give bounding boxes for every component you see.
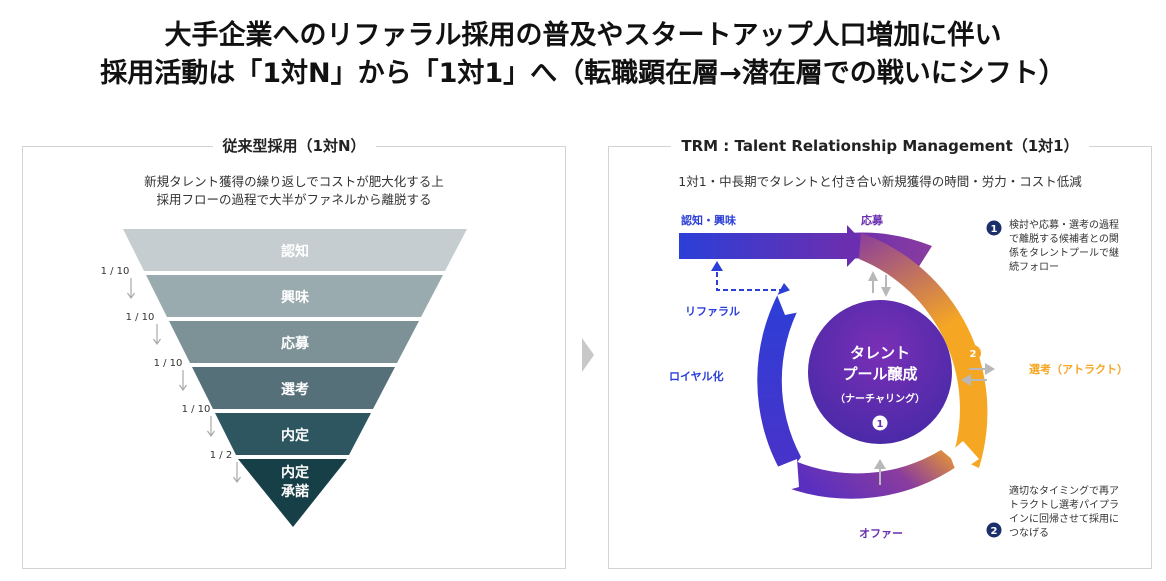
- stage-select: 選考（アトラクト）: [1029, 362, 1128, 376]
- funnel-label-apply: 応募: [281, 335, 310, 352]
- trm-cycle-diagram: タレント プール醸成 （ナーチャリング） 1 2 認知・興味 応募 選考（アトラ…: [669, 213, 1128, 540]
- note2-line2: トラクトし選考パイプラ: [1009, 500, 1119, 511]
- chevron-right-icon: [582, 338, 594, 372]
- arrowhead-to-apply: [847, 225, 867, 267]
- page-title-line1: 大手企業へのリファラル採用の普及やスタートアップ人口増加に伴い: [164, 20, 1002, 51]
- exchange-arrows-right: [961, 363, 995, 386]
- funnel-stage-awareness: [123, 229, 467, 271]
- funnel-ratio-2: 1 / 10: [126, 312, 155, 323]
- talent-pool-line2: プール醸成: [842, 365, 917, 383]
- funnel-label-offer: 内定: [281, 427, 309, 444]
- funnel-stage-select: [192, 367, 395, 409]
- funnel-label-awareness: 認知: [281, 243, 309, 260]
- funnel-stage-interest: [146, 275, 443, 317]
- cycle-band-right: [859, 233, 988, 468]
- page-title-line2: 採用活動は「1対N」から「1対1」へ（転職顕在層→潜在層での戦いにシフト）: [100, 58, 1066, 89]
- funnel-stage-accept: [238, 459, 347, 527]
- left-panel-desc-line2: 採用フローの過程で大半がファネルから離脱する: [156, 192, 432, 207]
- note1: 検討や応募・選考の過程 で離脱する候補者との関 係をタレントプールで継 続フォロ…: [1009, 219, 1119, 275]
- note1-line1: 検討や応募・選考の過程: [1009, 220, 1119, 231]
- note1-badge-text: 1: [991, 224, 998, 235]
- arc-badge-2-text: 2: [970, 349, 977, 360]
- cycle-band-bottom: [785, 450, 959, 499]
- recruiting-funnel: 認知 興味 応募 選考 内定 内定 承諾 1 / 10 1 / 10 1 / 1…: [101, 229, 467, 527]
- left-panel-desc-line1: 新規タレント獲得の繰り返しでコストが肥大化する上: [144, 174, 444, 189]
- funnel-label-select: 選考: [281, 381, 309, 398]
- stage-apply: 応募: [861, 213, 884, 227]
- talent-pool-circle: [808, 300, 952, 444]
- talent-pool-line3: （ナーチャリング）: [835, 392, 925, 405]
- cycle-band-left: [757, 283, 801, 479]
- funnel-label-interest: 興味: [281, 290, 309, 306]
- funnel-label-accept-line2: 承諾: [281, 483, 309, 500]
- stage-awareness: 認知・興味: [681, 213, 736, 227]
- note1-line2: で離脱する候補者との関: [1009, 234, 1119, 245]
- stage-referral: リファラル: [685, 305, 740, 318]
- funnel-ratio-4: 1 / 10: [182, 404, 211, 415]
- funnel-label-accept-line1: 内定: [281, 464, 309, 481]
- stage-offer: オファー: [859, 527, 903, 540]
- right-panel-desc: 1対1・中長期でタレントと付き合い新規獲得の時間・労力・コスト低減: [678, 174, 1082, 189]
- note2: 適切なタイミングで再ア トラクトし選考パイプラ インに回帰させて採用に つなげる: [1009, 485, 1119, 541]
- note1-line3: 係をタレントプールで継: [1009, 248, 1119, 259]
- note2-line4: つなげる: [1009, 528, 1049, 539]
- right-panel-title: TRM : Talent Relationship Management（1対1…: [671, 137, 1089, 155]
- arc-badge-2: [965, 345, 981, 361]
- funnel-stage-offer: [215, 413, 371, 455]
- note2-badge-text: 2: [991, 526, 998, 537]
- note2-line1: 適切なタイミングで再ア: [1009, 486, 1119, 497]
- stage-loyalty: ロイヤル化: [669, 369, 724, 383]
- note2-line3: インに回帰させて採用に: [1009, 514, 1119, 525]
- funnel-stage-apply: [169, 321, 419, 363]
- center-badge-1: [872, 415, 888, 431]
- funnel-ratio-3: 1 / 10: [154, 358, 183, 369]
- traditional-recruiting-panel: 従来型採用（1対N） 新規タレント獲得の繰り返しでコストが肥大化する上 採用フロ…: [22, 137, 566, 569]
- note1-badge: [986, 220, 1002, 236]
- center-badge-1-text: 1: [877, 419, 884, 430]
- note1-line4: 続フォロー: [1009, 262, 1059, 273]
- funnel-ratio-5: 1 / 2: [210, 450, 232, 461]
- note2-badge: [986, 522, 1002, 538]
- referral-arrowhead: [711, 261, 723, 271]
- funnel-ratio-1: 1 / 10: [101, 266, 130, 277]
- referral-dashed-line: [716, 268, 784, 291]
- exchange-arrows-top: [868, 271, 891, 297]
- talent-pool-line1: タレント: [850, 344, 910, 362]
- exchange-arrow-bottom: [874, 459, 886, 485]
- trm-panel: TRM : Talent Relationship Management（1対1…: [608, 137, 1152, 569]
- left-panel-title: 従来型採用（1対N）: [212, 137, 376, 155]
